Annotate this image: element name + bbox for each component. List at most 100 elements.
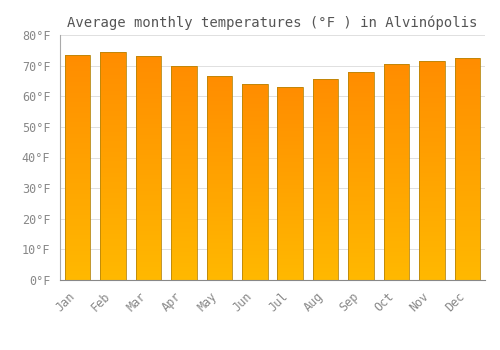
Bar — [136, 103, 162, 106]
Bar — [242, 239, 268, 241]
Bar — [454, 196, 480, 198]
Bar — [348, 170, 374, 172]
Bar — [348, 251, 374, 253]
Bar — [313, 162, 338, 164]
Bar — [384, 254, 409, 256]
Bar — [419, 81, 444, 83]
Bar — [454, 153, 480, 156]
Bar — [419, 238, 444, 240]
Bar — [384, 64, 409, 66]
Bar — [171, 136, 196, 139]
Bar — [348, 105, 374, 107]
Bar — [65, 84, 90, 86]
Bar — [206, 141, 232, 144]
Bar — [313, 119, 338, 121]
Bar — [100, 166, 126, 168]
Bar — [171, 70, 196, 72]
Bar — [206, 239, 232, 241]
Bar — [454, 122, 480, 125]
Bar — [206, 160, 232, 162]
Bar — [419, 177, 444, 179]
Bar — [171, 198, 196, 201]
Bar — [100, 52, 126, 54]
Bar — [419, 228, 444, 230]
Bar — [136, 184, 162, 186]
Bar — [206, 93, 232, 94]
Bar — [171, 126, 196, 128]
Bar — [171, 205, 196, 207]
Bar — [206, 80, 232, 83]
Bar — [454, 96, 480, 98]
Bar — [100, 202, 126, 205]
Bar — [384, 103, 409, 105]
Bar — [206, 84, 232, 86]
Bar — [313, 234, 338, 236]
Bar — [206, 219, 232, 221]
Bar — [454, 125, 480, 127]
Bar — [419, 107, 444, 109]
Bar — [100, 221, 126, 223]
Bar — [65, 91, 90, 93]
Bar — [454, 194, 480, 196]
Bar — [136, 213, 162, 215]
Bar — [278, 118, 303, 120]
Bar — [136, 56, 162, 59]
Bar — [278, 145, 303, 147]
Bar — [348, 132, 374, 134]
Bar — [384, 183, 409, 185]
Bar — [65, 60, 90, 62]
Bar — [136, 101, 162, 103]
Bar — [348, 80, 374, 82]
Bar — [242, 196, 268, 198]
Bar — [136, 264, 162, 267]
Bar — [65, 57, 90, 60]
Bar — [384, 112, 409, 114]
Bar — [65, 219, 90, 222]
Bar — [206, 250, 232, 252]
Bar — [206, 235, 232, 237]
Bar — [384, 191, 409, 194]
Bar — [136, 177, 162, 180]
Bar — [65, 102, 90, 104]
Bar — [454, 60, 480, 62]
Bar — [242, 235, 268, 237]
Bar — [100, 91, 126, 93]
Bar — [419, 90, 444, 92]
Bar — [242, 139, 268, 141]
Bar — [206, 113, 232, 115]
Bar — [278, 241, 303, 243]
Bar — [348, 276, 374, 278]
Bar — [278, 141, 303, 143]
Bar — [348, 147, 374, 149]
Bar — [242, 233, 268, 235]
Bar — [136, 168, 162, 170]
Bar — [100, 244, 126, 246]
Bar — [206, 272, 232, 274]
Bar — [65, 181, 90, 183]
Bar — [313, 134, 338, 135]
Bar — [348, 188, 374, 190]
Bar — [100, 95, 126, 97]
Bar — [419, 262, 444, 265]
Bar — [100, 72, 126, 75]
Bar — [313, 79, 338, 82]
Bar — [206, 188, 232, 190]
Bar — [384, 166, 409, 168]
Bar — [348, 103, 374, 105]
Bar — [65, 269, 90, 271]
Bar — [384, 211, 409, 213]
Bar — [171, 278, 196, 280]
Bar — [206, 172, 232, 174]
Bar — [384, 101, 409, 103]
Bar — [419, 230, 444, 232]
Bar — [171, 106, 196, 108]
Bar — [206, 237, 232, 239]
Bar — [278, 259, 303, 261]
Bar — [454, 278, 480, 280]
Bar — [242, 214, 268, 215]
Bar — [171, 263, 196, 265]
Bar — [313, 200, 338, 202]
Bar — [206, 227, 232, 229]
Bar — [384, 66, 409, 68]
Bar — [100, 84, 126, 86]
